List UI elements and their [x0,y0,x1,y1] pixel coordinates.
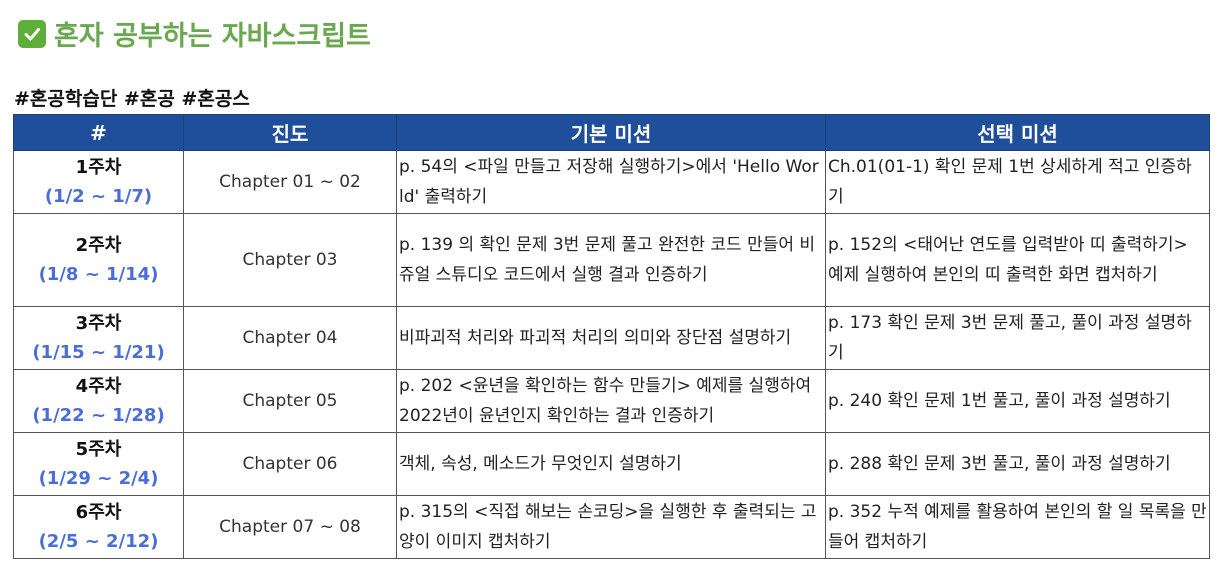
header-basic-mission: 기본 미션 [396,114,826,151]
table-header-row: # 진도 기본 미션 선택 미션 [13,114,1210,151]
header-progress: 진도 [183,114,397,151]
title-text: 혼자 공부하는 자바스크립트 [54,21,371,52]
basic-mission-cell: p. 315의 <직접 해보는 손코딩>을 실행한 후 출력되는 고양이 이미지… [396,495,826,559]
mission-table: # 진도 기본 미션 선택 미션 1주차 (1/2 ~ 1/7) Chapter … [13,114,1210,559]
week-label: 1주차 [75,157,122,178]
progress-cell: Chapter 07 ~ 08 [183,495,397,559]
check-box-icon [18,19,46,48]
progress-cell: Chapter 01 ~ 02 [183,150,397,214]
week-label: 4주차 [75,376,122,397]
basic-mission-cell: 객체, 속성, 메소드가 무엇인지 설명하기 [396,432,826,496]
week-label: 5주차 [75,439,122,460]
table-row: 6주차 (2/5 ~ 2/12) Chapter 07 ~ 08 p. 315의 … [13,495,1210,559]
week-range: (1/29 ~ 2/4) [38,468,159,489]
progress-cell: Chapter 06 [183,432,397,496]
table-row: 1주차 (1/2 ~ 1/7) Chapter 01 ~ 02 p. 54의 <파… [13,150,1210,214]
basic-mission-cell: p. 54의 <파일 만들고 저장해 실행하기>에서 'Hello World'… [396,150,826,214]
table-row: 5주차 (1/29 ~ 2/4) Chapter 06 객체, 속성, 메소드가 … [13,432,1210,496]
optional-mission-cell: p. 152의 <태어난 연도를 입력받아 띠 출력하기> 예제 실행하여 본인… [825,213,1210,307]
header-number: # [13,114,184,151]
table-row: 3주차 (1/15 ~ 1/21) Chapter 04 비파괴적 처리와 파괴적… [13,306,1210,370]
week-range: (2/5 ~ 2/12) [38,531,159,552]
week-range: (1/22 ~ 1/28) [32,405,165,426]
optional-mission-cell: p. 288 확인 문제 3번 풀고, 풀이 과정 설명하기 [825,432,1210,496]
basic-mission-cell: p. 139 의 확인 문제 3번 문제 풀고 완전한 코드 만들어 비쥬얼 스… [396,213,826,307]
week-label: 3주차 [75,313,122,334]
week-cell: 2주차 (1/8 ~ 1/14) [13,213,184,307]
optional-mission-cell: p. 173 확인 문제 3번 문제 풀고, 풀이 과정 설명하기 [825,306,1210,370]
basic-mission-cell: p. 202 <윤년을 확인하는 함수 만들기> 예제를 실행하여 2022년이… [396,369,826,433]
week-cell: 5주차 (1/29 ~ 2/4) [13,432,184,496]
week-label: 2주차 [75,235,122,256]
week-range: (1/2 ~ 1/7) [44,186,153,207]
week-label: 6주차 [75,502,122,523]
week-range: (1/15 ~ 1/21) [32,342,165,363]
week-cell: 3주차 (1/15 ~ 1/21) [13,306,184,370]
basic-mission-cell: 비파괴적 처리와 파괴적 처리의 의미와 장단점 설명하기 [396,306,826,370]
page-title: 혼자 공부하는 자바스크립트 [18,14,371,53]
table-row: 2주차 (1/8 ~ 1/14) Chapter 03 p. 139 의 확인 문… [13,213,1210,307]
optional-mission-cell: Ch.01(01-1) 확인 문제 1번 상세하게 적고 인증하기 [825,150,1210,214]
hashtags: #혼공학습단 #혼공 #혼공스 [14,88,250,110]
optional-mission-cell: p. 352 누적 예제를 활용하여 본인의 할 일 목록을 만들어 캡처하기 [825,495,1210,559]
week-cell: 4주차 (1/22 ~ 1/28) [13,369,184,433]
table-row: 4주차 (1/22 ~ 1/28) Chapter 05 p. 202 <윤년을 … [13,369,1210,433]
progress-cell: Chapter 04 [183,306,397,370]
progress-cell: Chapter 05 [183,369,397,433]
header-optional-mission: 선택 미션 [825,114,1210,151]
week-cell: 6주차 (2/5 ~ 2/12) [13,495,184,559]
week-range: (1/8 ~ 1/14) [38,264,159,285]
progress-cell: Chapter 03 [183,213,397,307]
optional-mission-cell: p. 240 확인 문제 1번 풀고, 풀이 과정 설명하기 [825,369,1210,433]
week-cell: 1주차 (1/2 ~ 1/7) [13,150,184,214]
